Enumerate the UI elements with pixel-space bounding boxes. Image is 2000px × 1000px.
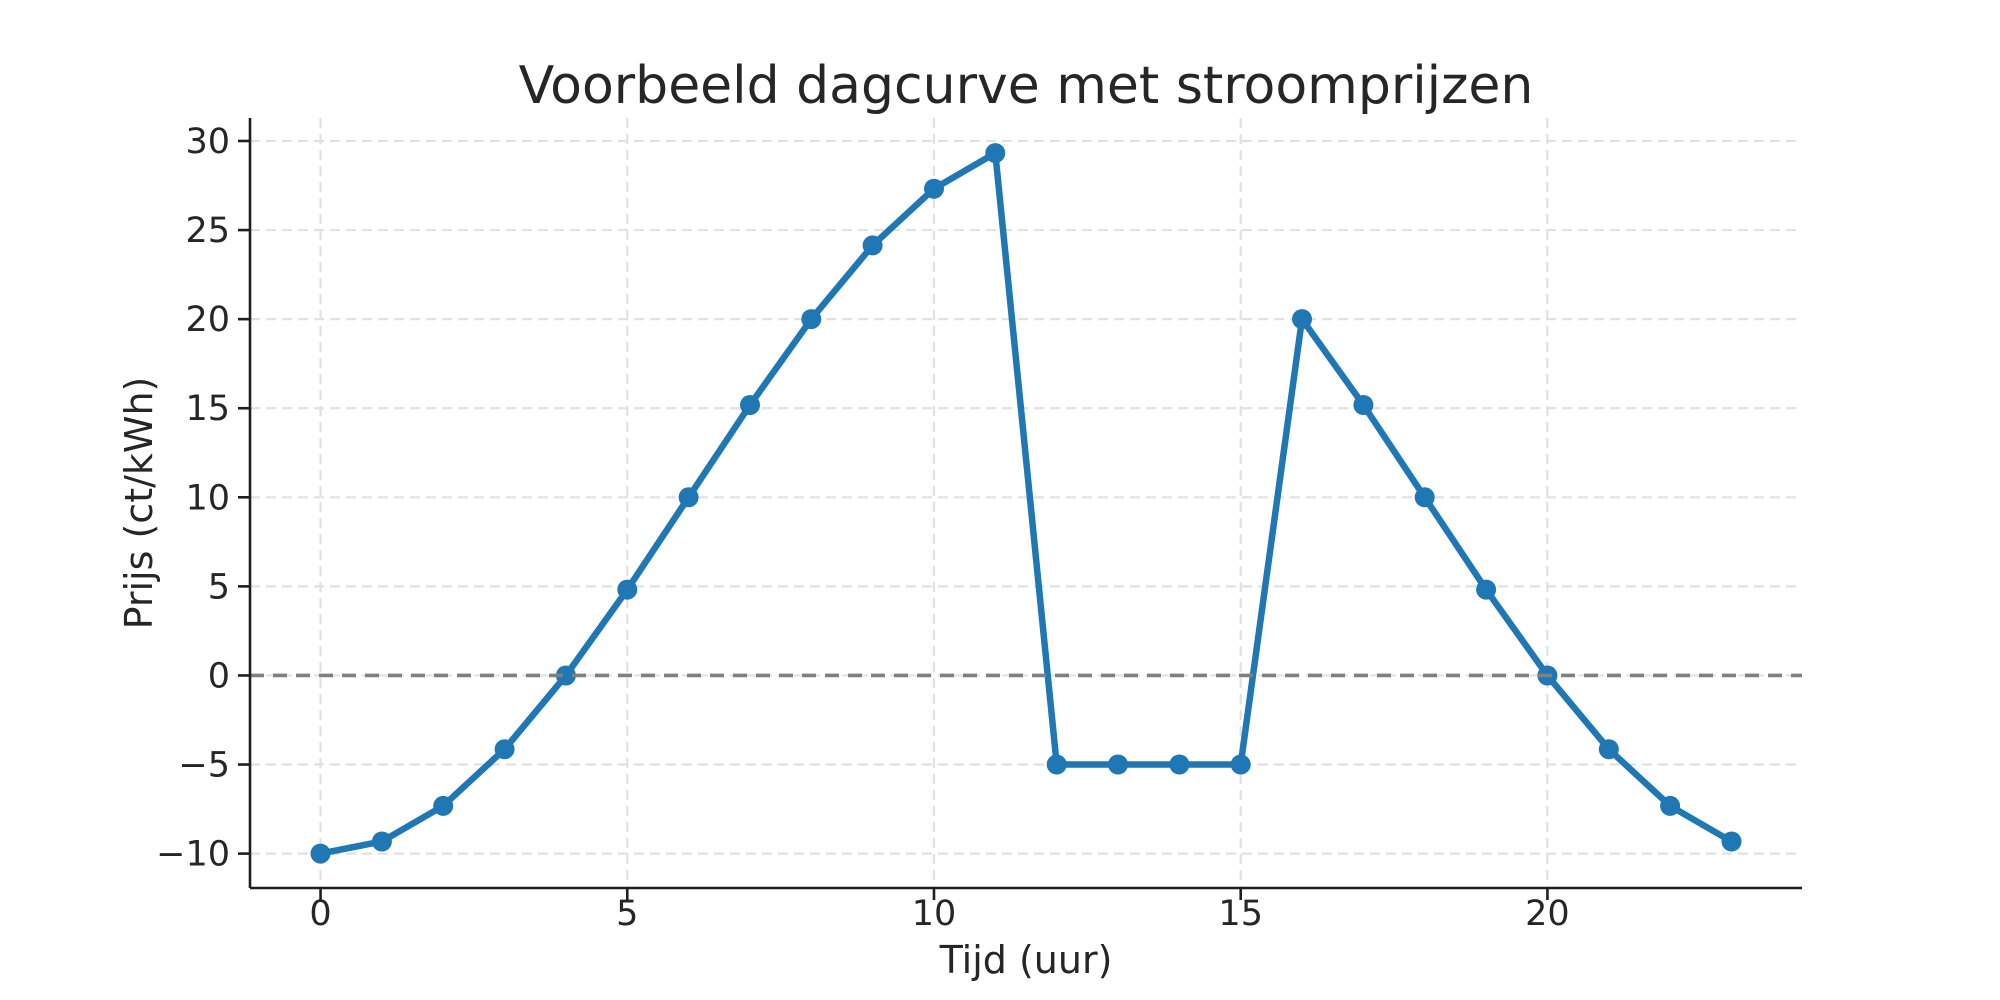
data-point-h11 (985, 143, 1006, 164)
data-point-h21 (1598, 739, 1619, 760)
data-point-h13 (1108, 754, 1128, 775)
x-tick-label-15: 15 (1218, 894, 1263, 934)
y-tick-label-20: 20 (185, 300, 230, 340)
data-point-h0 (310, 843, 331, 864)
data-point-h14 (1169, 754, 1190, 775)
data-point-h16 (1292, 309, 1312, 330)
y-axis-label: Prijs (ct/kWh) (117, 377, 161, 630)
data-point-h17 (1353, 395, 1374, 415)
y-tick-label--5: −5 (178, 746, 230, 786)
grid-lines (250, 118, 1802, 888)
data-point-h23 (1721, 831, 1742, 852)
x-tick-label-5: 5 (616, 894, 638, 934)
data-point-h2 (433, 795, 454, 816)
y-tick-label-25: 25 (185, 211, 230, 251)
data-point-h4 (555, 665, 576, 686)
data-point-h12 (1046, 754, 1067, 775)
data-point-h8 (801, 309, 822, 330)
x-tick-label-10: 10 (912, 894, 957, 934)
price-line (317, 149, 1735, 857)
x-tick-label-20: 20 (1525, 894, 1570, 934)
y-tick-label-10: 10 (185, 478, 230, 518)
data-point-h5 (617, 579, 638, 600)
x-axis: 0 5 10 15 20 (250, 886, 1802, 934)
data-point-h7 (740, 395, 760, 415)
y-tick-label-15: 15 (185, 389, 230, 429)
data-point-h10 (924, 178, 944, 199)
y-axis: −10 −5 0 5 10 15 20 25 30 (156, 118, 252, 888)
y-tick-label-30: 30 (185, 122, 230, 162)
data-point-h15 (1230, 754, 1251, 775)
data-point-h6 (678, 487, 699, 508)
price-series (310, 143, 1742, 864)
y-tick-label-5: 5 (208, 567, 230, 607)
data-point-h1 (371, 831, 392, 852)
x-tick-label-0: 0 (309, 894, 331, 934)
data-point-h9 (862, 235, 883, 256)
x-axis-label: Tijd (uur) (939, 938, 1113, 982)
data-point-h3 (494, 739, 515, 760)
chart-title: Voorbeeld dagcurve met stroomprijzen (519, 56, 1534, 116)
y-tick-label--10: −10 (156, 835, 230, 875)
data-point-h18 (1414, 487, 1435, 508)
data-point-h19 (1476, 579, 1497, 600)
y-tick-label-0: 0 (208, 656, 230, 696)
data-point-h22 (1660, 795, 1681, 816)
